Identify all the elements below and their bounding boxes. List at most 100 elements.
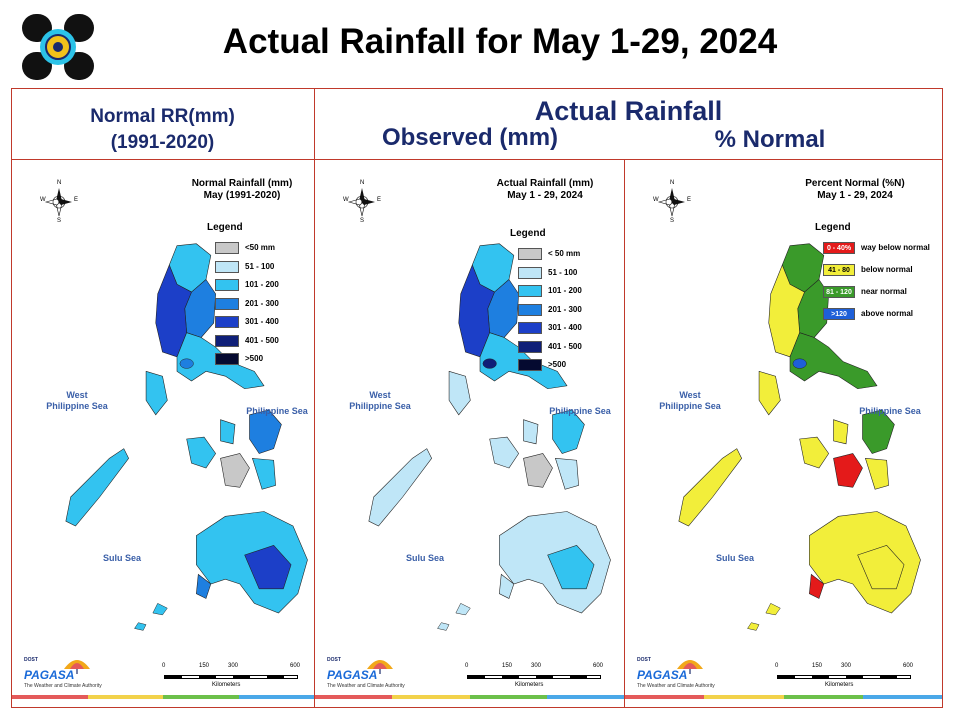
legend-label: below normal (861, 265, 913, 274)
map-panel-3: N S W E Percent Normal (%N) May 1 - 29, 2… (625, 160, 942, 707)
strip-segment (783, 695, 863, 699)
scale-tick: 150 (502, 663, 513, 669)
legend-swatch (215, 316, 239, 328)
legend-item: 81 - 120 near normal (823, 286, 933, 300)
legend-label: 101 - 200 (548, 286, 582, 295)
legend-swatch (518, 322, 542, 334)
legend-item: 301 - 400 (518, 322, 628, 336)
legend-label: way below normal (861, 243, 930, 252)
scale-tick: 600 (903, 663, 914, 669)
legend-swatch (518, 359, 542, 371)
pagasa-brand: PAGASA (327, 668, 378, 682)
legend-item: 0 - 40% way below normal (823, 242, 933, 256)
compass-e: E (74, 197, 79, 203)
scale-tick: 150 (812, 663, 823, 669)
map-panel-2: N S W E Actual Rainfall (mm) May 1 - 29, … (315, 160, 624, 707)
strip-segment (12, 695, 88, 699)
scale-tick: 0 (465, 663, 469, 669)
strip-segment (862, 695, 942, 699)
legend-item: <50 mm (215, 242, 325, 256)
actual-header: Actual Rainfall (534, 96, 723, 126)
pagasa-sub: The Weather and Climate Authority (327, 683, 405, 689)
scale-tick: 300 (531, 663, 542, 669)
legend-item: 41 - 80 below normal (823, 264, 933, 278)
legend-item: 301 - 400 (215, 316, 325, 330)
legend-item: 101 - 200 (215, 279, 325, 293)
map-panel-1: N S W E Normal Rainfall (mm) May (1991-20… (12, 160, 314, 707)
pagasa-brand: PAGASA (24, 668, 75, 682)
legend: Legend < 50 mm 51 - 100 101 - 200 201 - … (510, 228, 630, 385)
compass-w: W (653, 197, 659, 203)
pagasa-sub: The Weather and Climate Authority (637, 683, 715, 689)
compass-rose-icon: N S W E (653, 180, 692, 224)
sea-label-east: Philippine Sea (549, 406, 611, 416)
sea-label-south: Sulu Sea (405, 553, 444, 563)
strip-segment (546, 695, 624, 699)
observed-header: Observed (mm) (381, 124, 559, 151)
scale-tick: 150 (199, 663, 210, 669)
legend-swatch (215, 334, 239, 347)
umbrella-icon (367, 660, 393, 674)
legend-swatch (215, 279, 239, 291)
legend: Legend 0 - 40% way below normal 41 - 80 … (815, 222, 935, 322)
strip-segment (704, 695, 784, 699)
compass-n: N (57, 180, 62, 186)
map-title-line1: Actual Rainfall (mm) (496, 178, 594, 189)
divider (11, 159, 943, 160)
legend-label: 51 - 100 (548, 267, 578, 277)
legend-swatch: 0 - 40% (823, 242, 855, 254)
pagasa-logo: DOST PAGASA The Weather and Climate Auth… (321, 655, 405, 691)
normal-header-line1: Normal RR(mm) (90, 106, 235, 127)
scale-bar: 0 150 300 600 Kilometers (775, 663, 915, 693)
legend-title: Legend (207, 222, 243, 233)
pagasa-logo: DOST PAGASA The Weather and Climate Auth… (631, 655, 715, 691)
philippines-map (678, 243, 921, 631)
pagasa-brand: PAGASA (637, 668, 688, 682)
divider (314, 88, 315, 708)
scale-bar: 0 150 300 600 Kilometers (162, 663, 302, 693)
legend-item: 401 - 500 (518, 340, 628, 355)
map-title: Normal Rainfall (mm) May (1991-2020) (172, 178, 312, 202)
legend-title: Legend (510, 228, 546, 239)
compass-e: E (377, 197, 382, 203)
compass-e: E (687, 197, 692, 203)
compass-w: W (40, 197, 46, 203)
compass-s: S (360, 218, 365, 224)
scale-graphic (467, 675, 601, 679)
legend-swatch (518, 285, 542, 297)
pagasa-sub: The Weather and Climate Authority (24, 683, 102, 689)
legend-item: < 50 mm (518, 248, 628, 262)
legend-item: 201 - 300 (518, 303, 628, 318)
strip-segment (392, 695, 470, 699)
legend-item: >120 above normal (823, 308, 933, 322)
scale-tick: 600 (290, 663, 301, 669)
strip-segment (87, 695, 163, 699)
legend-swatch: 41 - 80 (823, 264, 855, 276)
sea-label-south: Sulu Sea (715, 553, 754, 563)
legend-item: >500 (518, 359, 628, 373)
sea-label-west: West Philippine Sea (659, 390, 721, 411)
sea-label-west: West Philippine Sea (46, 390, 108, 411)
compass-n: N (670, 180, 675, 186)
scale-unit: Kilometers (825, 682, 854, 688)
legend-label: 301 - 400 (245, 317, 279, 326)
footer-color-strip (315, 695, 624, 699)
legend-item: 401 - 500 (215, 334, 325, 349)
philippines-map (368, 243, 611, 631)
pagasa-dost: DOST (24, 657, 38, 663)
legend-label: 201 - 300 (245, 298, 279, 308)
legend-label: near normal (861, 287, 907, 296)
footer-color-strip (12, 695, 314, 699)
legend-swatch (215, 242, 239, 254)
legend-label: 401 - 500 (548, 341, 582, 351)
legend-swatch (518, 340, 542, 353)
normal-header: Normal RR(mm) (1991-2020) (11, 104, 314, 156)
strip-segment (315, 695, 393, 699)
figure-frame (11, 88, 943, 708)
scale-graphic (164, 675, 298, 679)
compass-n: N (360, 180, 365, 186)
legend-item: 101 - 200 (518, 285, 628, 299)
legend-label: 101 - 200 (245, 280, 279, 289)
legend-swatch (518, 266, 542, 279)
pagasa-dost: DOST (637, 657, 651, 663)
